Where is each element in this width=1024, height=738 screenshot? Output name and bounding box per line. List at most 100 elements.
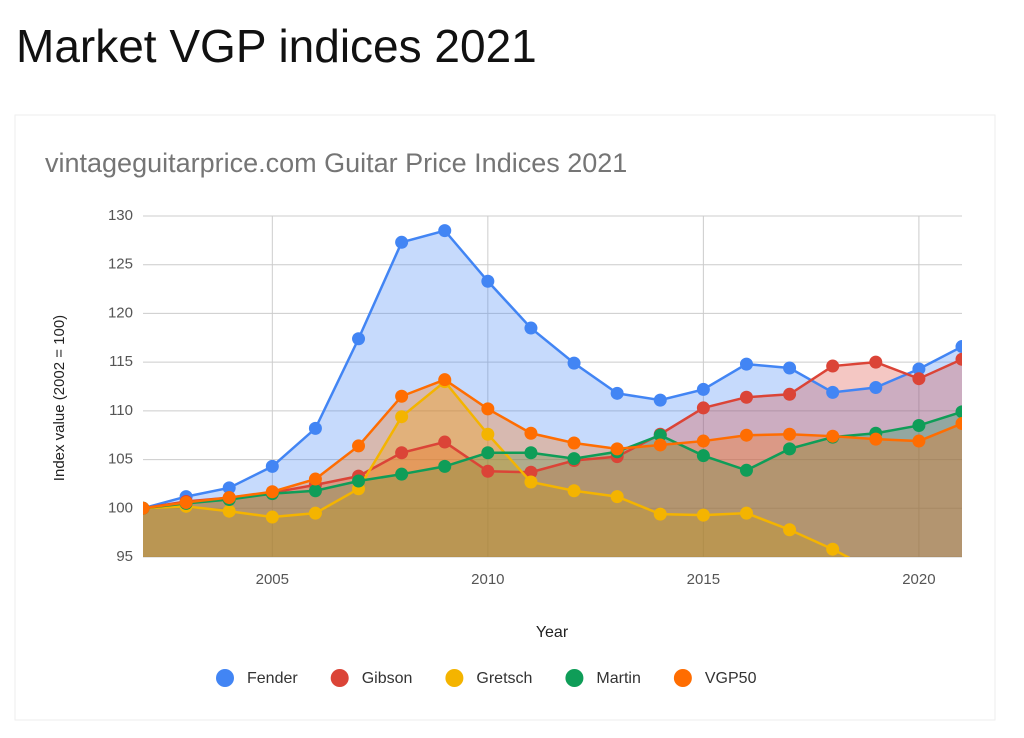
point: [481, 274, 495, 288]
point: [610, 442, 624, 456]
point: [783, 442, 797, 456]
point: [739, 506, 753, 520]
point: [352, 439, 366, 453]
point: [524, 475, 538, 489]
point: [395, 410, 409, 424]
point: [395, 467, 409, 481]
point: [610, 490, 624, 504]
x-tick-label: 2005: [256, 571, 289, 588]
point: [955, 352, 962, 366]
y-tick-label: 125: [108, 256, 133, 273]
point: [696, 382, 710, 396]
point: [438, 435, 452, 449]
point: [739, 428, 753, 442]
point: [308, 472, 322, 486]
point: [826, 385, 840, 399]
point: [524, 321, 538, 335]
point: [739, 390, 753, 404]
point: [524, 465, 538, 479]
x-tick-label: 2010: [471, 571, 504, 588]
point: [955, 405, 962, 419]
y-tick-label: 115: [109, 353, 133, 370]
point: [696, 401, 710, 415]
point: [696, 508, 710, 522]
legend-marker: [445, 669, 464, 687]
area: [143, 379, 962, 557]
point: [308, 484, 322, 498]
point: [826, 429, 840, 443]
plot: [143, 224, 962, 557]
x-axis-label: Year: [536, 624, 569, 641]
legend-label: VGP50: [705, 670, 757, 687]
point: [438, 224, 452, 238]
point: [395, 389, 409, 403]
point: [222, 504, 236, 518]
point: [912, 362, 926, 376]
line: [143, 379, 851, 557]
point: [696, 449, 710, 463]
point: [567, 436, 581, 450]
point: [222, 481, 236, 495]
grid: 95 100 105 110 115 120 125 130 2005 2010 2015 2020: [108, 207, 962, 588]
point: [143, 501, 150, 515]
point: [739, 357, 753, 371]
line: [143, 410, 962, 510]
point: [567, 356, 581, 370]
legend: Fender Gibson Gretsch Martin VGP50: [216, 669, 757, 687]
point: [265, 459, 279, 473]
point: [610, 386, 624, 400]
point: [395, 235, 409, 249]
point: [653, 428, 667, 442]
point: [869, 380, 883, 394]
legend-marker: [216, 669, 234, 687]
point: [955, 417, 962, 431]
point: [955, 340, 962, 354]
page-title: Market VGP indices 2021: [16, 20, 537, 72]
point: [783, 361, 797, 375]
x-tick-label: 2015: [687, 571, 720, 588]
point: [481, 402, 495, 416]
line: [143, 358, 962, 510]
point: [567, 452, 581, 466]
y-tick-label: 120: [108, 304, 133, 321]
point: [869, 355, 883, 369]
legend-label: Gibson: [362, 670, 413, 687]
point: [826, 542, 840, 556]
point: [653, 507, 667, 521]
area: [143, 230, 962, 557]
y-tick-label: 105: [108, 451, 133, 468]
point: [524, 426, 538, 440]
point: [179, 495, 193, 509]
point: [481, 427, 495, 441]
point: [352, 332, 366, 346]
legend-marker: [565, 669, 584, 687]
area: [143, 411, 962, 557]
point: [308, 421, 322, 435]
point: [395, 446, 409, 460]
point: [826, 359, 840, 373]
legend-marker: [673, 669, 692, 687]
point: [438, 459, 452, 473]
legend-label: Martin: [596, 670, 640, 687]
point: [222, 491, 236, 505]
point: [783, 387, 797, 401]
point: [912, 434, 926, 448]
x-tick-label: 2020: [902, 571, 935, 588]
point: [912, 372, 926, 386]
point: [783, 523, 797, 537]
point: [653, 393, 667, 407]
chart-title: vintageguitarprice.com Guitar Price Indi…: [45, 148, 627, 178]
legend-label: Fender: [247, 670, 298, 687]
point: [869, 432, 883, 446]
point: [308, 506, 322, 520]
line: [143, 378, 962, 510]
point: [352, 474, 366, 488]
point: [696, 434, 710, 448]
y-tick-label: 95: [116, 548, 133, 565]
point: [438, 373, 452, 387]
point: [265, 485, 279, 499]
point: [265, 510, 279, 524]
line: [143, 229, 962, 510]
